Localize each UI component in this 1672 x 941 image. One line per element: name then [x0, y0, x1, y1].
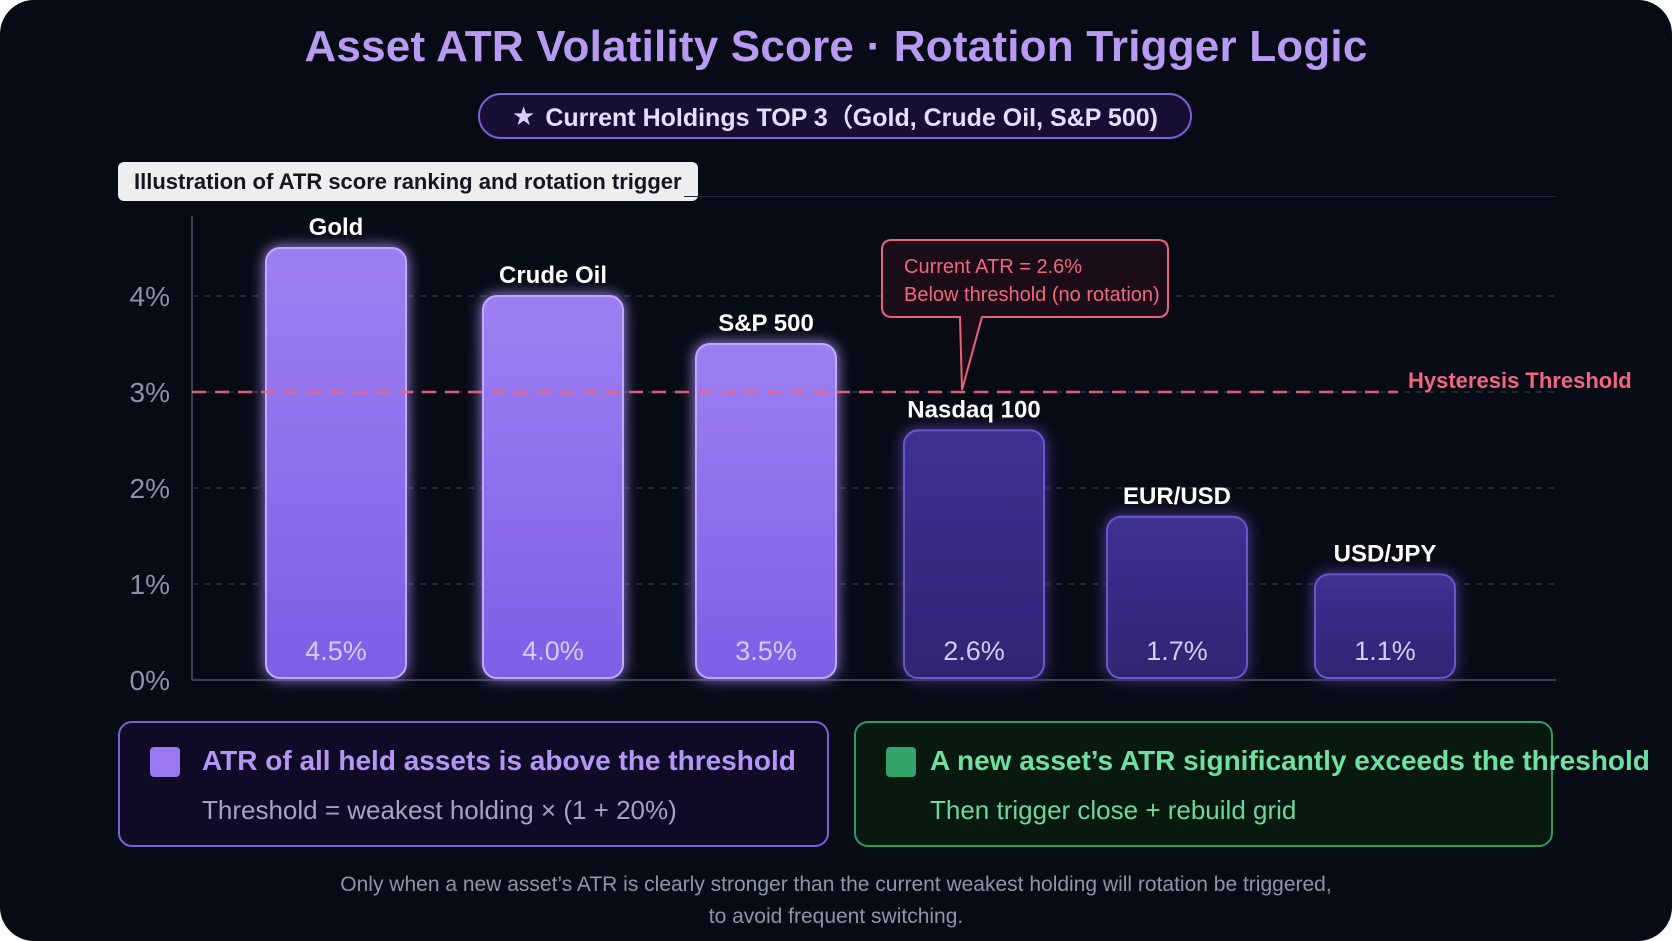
bar-gold [265, 247, 407, 679]
star-icon: ★ [512, 100, 536, 131]
y-tick-label: 1% [130, 569, 170, 600]
bar-category-label: Nasdaq 100 [907, 396, 1040, 423]
threshold-label: Hysteresis Threshold [1408, 368, 1632, 393]
holdings-badge-label: Current Holdings TOP 3（Gold, Crude Oil, … [545, 104, 1158, 132]
bar-category-label: Gold [309, 214, 364, 241]
bar-category-label: S&P 500 [718, 310, 814, 337]
bar-crude-oil [482, 295, 624, 679]
bars: Gold 4.5% Crude Oil 4.0% S&P 500 3.5% Nasdaq 1… [265, 214, 1456, 680]
footnote-line-2: to avoid frequent switching. [708, 905, 964, 928]
atr-bar-chart: 0% 1% 2% 3% 4% Gold 4.5% Crude Oil 4.0% S&P 500 3… [130, 214, 1632, 696]
holdings-badge: ★ Current Holdings TOP 3（Gold, Crude Oil… [478, 93, 1192, 139]
y-tick-label: 4% [130, 281, 170, 312]
callout-group: Current ATR = 2.6% Below threshold (no ro… [881, 239, 1169, 391]
legend-new-asset: A new asset’s ATR significantly exceeds … [854, 721, 1650, 847]
bar-category-label: USD/JPY [1334, 540, 1437, 567]
callout-line-2: Below threshold (no rotation) [904, 284, 1160, 306]
callout-line-1: Current ATR = 2.6% [904, 256, 1082, 278]
y-tick-label: 0% [130, 665, 170, 696]
bar-value-label: 4.5% [305, 636, 367, 666]
callout-box [881, 239, 1169, 391]
legend-swatch-new [886, 747, 916, 777]
footnote-line-1: Only when a new asset’s ATR is clearly s… [340, 873, 1332, 896]
bar-eur-usd [1106, 515, 1248, 679]
bar-value-label: 2.6% [943, 636, 1005, 666]
y-tick-label: 2% [130, 473, 170, 504]
legend-new-title: A new asset’s ATR significantly exceeds … [930, 745, 1650, 776]
y-tick-label: 3% [130, 377, 170, 408]
bar-nasdaq-100 [903, 429, 1045, 679]
threshold-line-group: Hysteresis Threshold [192, 368, 1632, 394]
legend-new-detail: Then trigger close + rebuild grid [930, 795, 1297, 825]
legend-swatch-held [150, 747, 180, 777]
bar-value-label: 4.0% [522, 636, 584, 666]
page-title: Asset ATR Volatility Score · Rotation Tr… [304, 22, 1368, 71]
bar-s-p-500 [695, 343, 837, 679]
legend-held-title: ATR of all held assets is above the thre… [202, 745, 796, 776]
y-axis: 0% 1% 2% 3% 4% [130, 216, 1556, 696]
subtitle-divider [684, 196, 1556, 197]
bar-usd-jpy [1314, 573, 1456, 680]
legend-held-assets: ATR of all held assets is above the thre… [118, 721, 829, 847]
bar-category-label: EUR/USD [1123, 483, 1231, 510]
bar-category-label: Crude Oil [499, 262, 607, 289]
bar-value-label: 3.5% [735, 636, 797, 666]
footnote: Only when a new asset’s ATR is clearly s… [0, 869, 1672, 933]
bar-value-label: 1.7% [1146, 636, 1208, 666]
bar-value-label: 1.1% [1354, 636, 1416, 666]
chart-subtitle: Illustration of ATR score ranking and ro… [118, 162, 698, 201]
legend-held-detail: Threshold = weakest holding × (1 + 20%) [202, 795, 677, 825]
